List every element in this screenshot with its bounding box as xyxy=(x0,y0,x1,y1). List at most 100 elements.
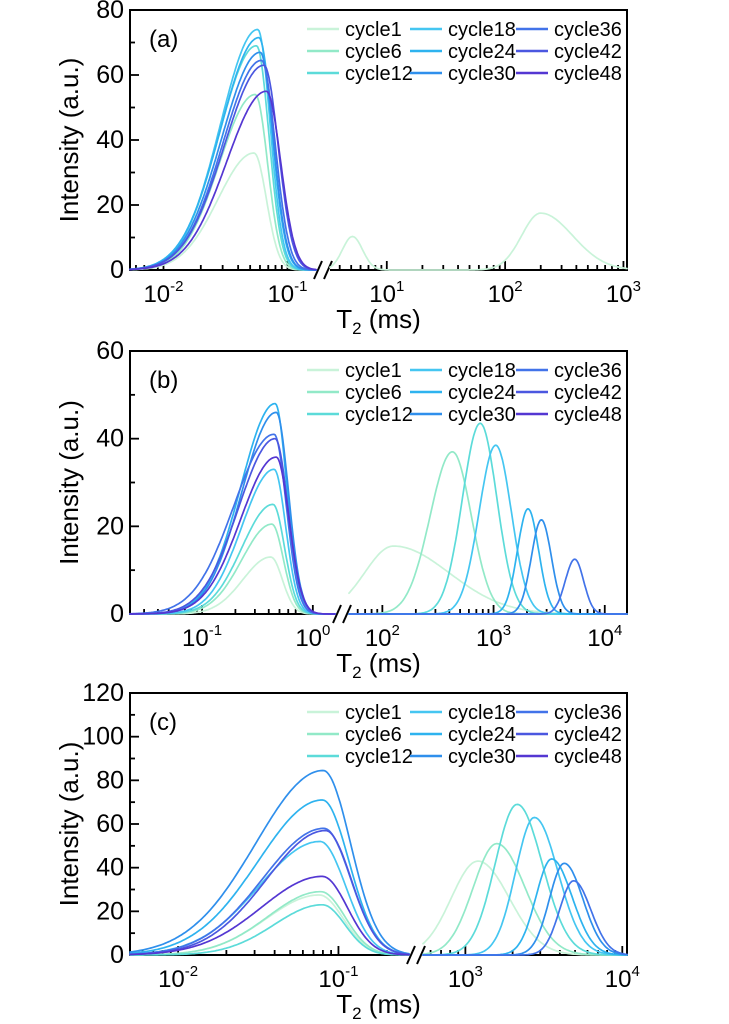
y-axis-title: Intensity (a.u.) xyxy=(54,742,84,907)
legend-item-cycle48: cycle48 xyxy=(516,746,622,768)
y-tick-label: 100 xyxy=(82,723,124,751)
curve-cycle6 xyxy=(422,842,628,956)
curve-cycle18 xyxy=(129,840,410,956)
y-tick-label: 40 xyxy=(96,126,124,154)
legend-label-cycle42: cycle42 xyxy=(554,41,622,63)
x-axis-title: T2 (ms) xyxy=(336,304,421,338)
break-slash xyxy=(332,604,342,624)
y-axis-ticks: 0 20 40 60 xyxy=(96,337,139,628)
curve-cycle6 xyxy=(129,890,410,956)
panel-letter: (a) xyxy=(149,26,178,53)
x-tick-label: 103 xyxy=(606,278,641,308)
x-axis-ticks: 10-2 10-1 101 102 103 xyxy=(135,261,641,308)
curve-cycle1 xyxy=(129,152,317,271)
curve-cycle48 xyxy=(129,456,336,615)
x-axis-title: T2 (ms) xyxy=(336,989,421,1023)
curve-cycle36 xyxy=(348,558,628,615)
y-tick-label: 0 xyxy=(110,600,124,628)
break-slash xyxy=(342,604,352,624)
y-axis-title: Intensity (a.u.) xyxy=(54,400,84,565)
curve-cycle48 xyxy=(129,875,410,956)
curve-cycle42 xyxy=(129,64,317,271)
legend-item-cycle18: cycle18 xyxy=(410,702,516,724)
curve-cycle48 xyxy=(129,90,317,271)
break-slash xyxy=(323,260,333,280)
legend-item-cycle48: cycle48 xyxy=(516,404,622,426)
legend-label-cycle12: cycle12 xyxy=(345,746,413,768)
curves xyxy=(129,402,628,615)
curve-cycle12 xyxy=(129,903,410,956)
legend-label-cycle36: cycle36 xyxy=(554,702,622,724)
legend-item-cycle42: cycle42 xyxy=(516,41,622,63)
legend-item-cycle36: cycle36 xyxy=(516,19,622,41)
legend-item-cycle6: cycle6 xyxy=(307,724,402,746)
legend-label-cycle48: cycle48 xyxy=(554,404,622,426)
legend-item-cycle36: cycle36 xyxy=(516,702,622,724)
legend-label-cycle12: cycle12 xyxy=(345,404,413,426)
legend-label-cycle18: cycle18 xyxy=(448,19,516,41)
x-tick-label: 103 xyxy=(476,622,511,652)
y-tick-label: 0 xyxy=(110,941,124,969)
panel-letter: (c) xyxy=(149,709,177,736)
legend-label-cycle12: cycle12 xyxy=(345,63,413,85)
legend-item-cycle1: cycle1 xyxy=(307,19,402,41)
curve-cycle1 xyxy=(348,545,628,615)
legend-label-cycle6: cycle6 xyxy=(345,41,402,63)
y-tick-label: 60 xyxy=(96,337,124,365)
x-tick-label: 104 xyxy=(605,963,640,993)
legend-label-cycle36: cycle36 xyxy=(554,360,622,382)
y-tick-label: 20 xyxy=(96,191,124,219)
legend-label-cycle1: cycle1 xyxy=(345,19,402,41)
legend-item-cycle24: cycle24 xyxy=(410,41,516,63)
break-slash xyxy=(313,260,323,280)
legend-label-cycle42: cycle42 xyxy=(554,724,622,746)
x-axis-ticks: 10-2 10-1 103 104 xyxy=(141,946,640,993)
x-tick-label: 10-2 xyxy=(158,963,198,993)
legend-label-cycle30: cycle30 xyxy=(448,63,516,85)
y-tick-label: 80 xyxy=(96,766,124,794)
y-tick-label: 60 xyxy=(96,810,124,838)
legend-item-cycle36: cycle36 xyxy=(516,360,622,382)
x-tick-label: 102 xyxy=(488,278,523,308)
curve-cycle24 xyxy=(422,858,628,956)
legend-item-cycle42: cycle42 xyxy=(516,382,622,404)
y-tick-label: 80 xyxy=(96,0,124,24)
curves xyxy=(129,769,628,956)
axis-break-icon xyxy=(406,945,426,965)
legend-label-cycle48: cycle48 xyxy=(554,746,622,768)
y-tick-label: 60 xyxy=(96,61,124,89)
curve-cycle30 xyxy=(129,769,410,955)
legend-label-cycle48: cycle48 xyxy=(554,63,622,85)
legend-label-cycle42: cycle42 xyxy=(554,382,622,404)
break-slash xyxy=(416,945,426,965)
curve-cycle36 xyxy=(129,59,317,271)
legend-item-cycle18: cycle18 xyxy=(410,360,516,382)
x-tick-label: 10-2 xyxy=(143,278,183,308)
x-tick-label: 104 xyxy=(587,622,622,652)
x-tick-label: 100 xyxy=(295,622,330,652)
legend-item-cycle30: cycle30 xyxy=(410,63,516,85)
legend-label-cycle18: cycle18 xyxy=(448,702,516,724)
legend-item-cycle30: cycle30 xyxy=(410,746,516,768)
break-slash xyxy=(406,945,416,965)
legend-item-cycle48: cycle48 xyxy=(516,63,622,85)
legend-item-cycle12: cycle12 xyxy=(307,63,413,85)
legend-item-cycle6: cycle6 xyxy=(307,382,402,404)
curve-cycle36 xyxy=(129,433,336,615)
legend-label-cycle1: cycle1 xyxy=(345,360,402,382)
legend-item-cycle12: cycle12 xyxy=(307,746,413,768)
legend-label-cycle18: cycle18 xyxy=(448,360,516,382)
legend-item-cycle6: cycle6 xyxy=(307,41,402,63)
panel-letter: (b) xyxy=(149,367,178,394)
curve-cycle36 xyxy=(422,879,628,956)
legend-label-cycle1: cycle1 xyxy=(345,702,402,724)
y-tick-label: 40 xyxy=(96,854,124,882)
legend-label-cycle24: cycle24 xyxy=(448,41,516,63)
y-tick-label: 20 xyxy=(96,897,124,925)
